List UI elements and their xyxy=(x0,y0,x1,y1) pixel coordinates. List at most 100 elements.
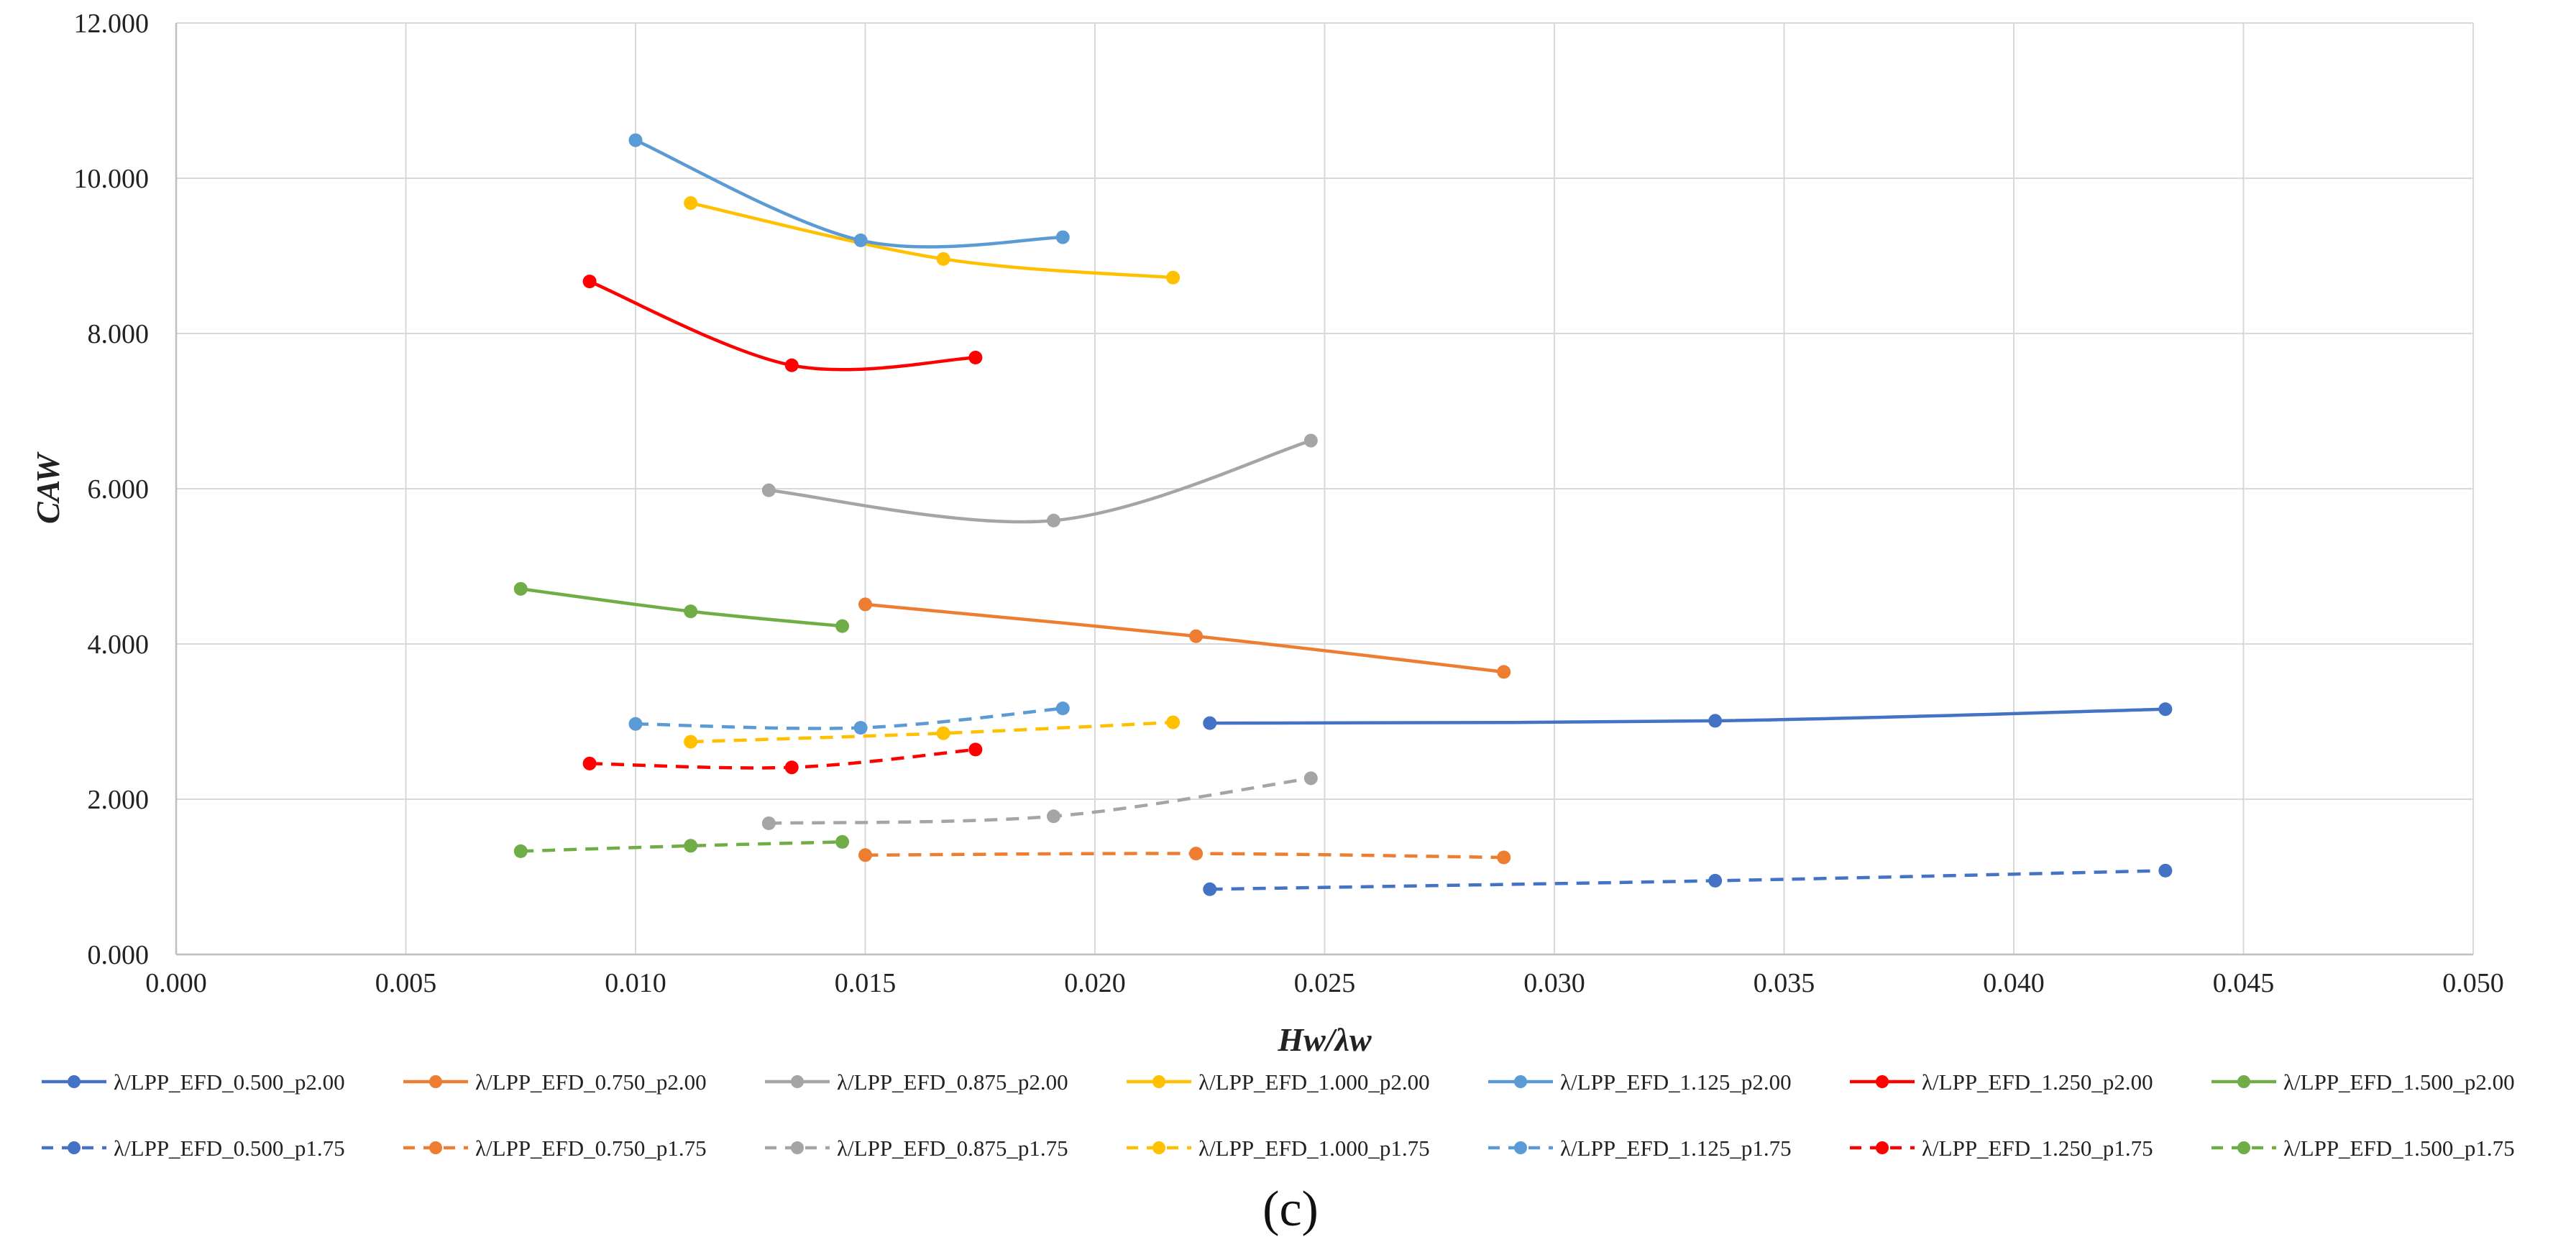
x-tick-label: 0.020 xyxy=(1064,968,1126,998)
legend-item: λ/LPP_EFD_1.125_p2.00 xyxy=(1488,1069,1792,1095)
legend-swatch-marker xyxy=(1152,1141,1165,1154)
series-line xyxy=(1209,869,2165,891)
data-point xyxy=(968,742,983,757)
x-tick-label: 0.035 xyxy=(1754,968,1815,998)
series-λ/LPP_EFD_0.750_p1.75 xyxy=(858,847,1511,865)
data-point xyxy=(853,721,868,735)
legend-label: λ/LPP_EFD_1.250_p2.00 xyxy=(1922,1069,2153,1095)
legend-label: λ/LPP_EFD_1.000_p1.75 xyxy=(1198,1136,1430,1161)
series-λ/LPP_EFD_1.125_p2.00 xyxy=(628,133,1070,249)
data-point xyxy=(684,839,698,853)
data-point xyxy=(513,844,528,858)
legend-label: λ/LPP_EFD_0.875_p2.00 xyxy=(837,1069,1068,1095)
data-point xyxy=(1166,715,1181,729)
tick-labels: 0.000 0.005 0.010 0.015 0.020 0.025 0.030 0.035… xyxy=(74,9,2504,998)
legend-label: λ/LPP_EFD_1.500_p1.75 xyxy=(2283,1136,2515,1161)
legend-label: λ/LPP_EFD_1.250_p1.75 xyxy=(1922,1136,2153,1161)
data-point xyxy=(784,358,799,372)
legend-item: λ/LPP_EFD_1.250_p1.75 xyxy=(1850,1136,2153,1161)
data-point xyxy=(1055,230,1070,244)
data-point xyxy=(1046,809,1060,824)
legend-item: λ/LPP_EFD_1.000_p2.00 xyxy=(1127,1069,1430,1095)
data-point xyxy=(684,735,698,749)
legend-swatch-marker xyxy=(1514,1141,1527,1154)
y-tick-label: 2.000 xyxy=(88,785,150,815)
data-point xyxy=(1189,847,1204,861)
data-point xyxy=(835,834,850,849)
x-tick-label: 0.025 xyxy=(1294,968,1356,998)
data-point xyxy=(936,252,950,266)
legend-label: λ/LPP_EFD_0.750_p1.75 xyxy=(475,1136,707,1161)
data-point xyxy=(2158,702,2173,717)
legend-swatch-marker xyxy=(2237,1075,2250,1088)
legend-swatch-marker xyxy=(791,1141,804,1154)
legend-swatch-marker xyxy=(429,1141,442,1154)
data-point xyxy=(936,726,950,740)
data-point xyxy=(1708,714,1723,728)
data-point xyxy=(1189,629,1204,643)
data-point xyxy=(1303,433,1318,448)
data-point xyxy=(582,756,597,770)
data-point xyxy=(2158,863,2173,878)
data-point xyxy=(835,619,850,633)
y-tick-label: 0.000 xyxy=(88,940,150,970)
series-λ/LPP_EFD_0.500_p1.75 xyxy=(1203,863,2173,896)
legend-item: λ/LPP_EFD_0.875_p1.75 xyxy=(765,1136,1068,1161)
legend-swatch-marker xyxy=(1876,1075,1889,1088)
data-point xyxy=(858,848,872,862)
legend-item: λ/LPP_EFD_0.750_p1.75 xyxy=(403,1136,707,1161)
figure-caption: (c) xyxy=(1262,1182,1319,1237)
legend: λ/LPP_EFD_0.500_p2.00 λ/LPP_EFD_0.750_p2.… xyxy=(42,1069,2515,1161)
data-point xyxy=(1203,882,1217,896)
data-point xyxy=(784,760,799,775)
data-point xyxy=(513,581,528,596)
data-point xyxy=(628,717,643,731)
x-tick-label: 0.000 xyxy=(145,968,207,998)
data-point xyxy=(582,275,597,289)
series-line xyxy=(865,852,1504,860)
x-axis-label: Hw/λw xyxy=(1277,1021,1372,1058)
legend-swatch-marker xyxy=(791,1075,804,1088)
series-line xyxy=(865,602,1504,674)
legend-swatch-marker xyxy=(2237,1141,2250,1154)
legend-item: λ/LPP_EFD_1.125_p1.75 xyxy=(1488,1136,1792,1161)
series-λ/LPP_EFD_0.875_p1.75 xyxy=(761,771,1318,830)
series-line xyxy=(520,587,843,628)
legend-item: λ/LPP_EFD_0.750_p2.00 xyxy=(403,1069,707,1095)
series-λ/LPP_EFD_1.000_p1.75 xyxy=(684,715,1181,749)
legend-swatch-marker xyxy=(1514,1075,1527,1088)
series-line xyxy=(1209,707,2165,725)
x-tick-label: 0.010 xyxy=(605,968,666,998)
legend-label: λ/LPP_EFD_0.750_p2.00 xyxy=(475,1069,707,1095)
legend-swatch-marker xyxy=(68,1141,81,1154)
x-tick-label: 0.040 xyxy=(1983,968,2045,998)
data-point xyxy=(1166,270,1181,285)
data-point xyxy=(1497,850,1511,865)
legend-item: λ/LPP_EFD_1.500_p2.00 xyxy=(2211,1069,2515,1095)
legend-label: λ/LPP_EFD_1.125_p1.75 xyxy=(1560,1136,1792,1161)
series-line xyxy=(590,747,976,770)
series-λ/LPP_EFD_0.750_p2.00 xyxy=(858,597,1511,679)
series-λ/LPP_EFD_1.250_p1.75 xyxy=(582,742,983,775)
legend-item: λ/LPP_EFD_1.250_p2.00 xyxy=(1850,1069,2153,1095)
legend-swatch-marker xyxy=(1152,1075,1165,1088)
series-line xyxy=(521,840,843,853)
data-point xyxy=(684,196,698,211)
x-tick-label: 0.045 xyxy=(2213,968,2275,998)
series-line xyxy=(635,706,1063,730)
legend-swatch-marker xyxy=(429,1075,442,1088)
data-point xyxy=(1708,873,1723,888)
series-λ/LPP_EFD_1.500_p1.75 xyxy=(513,834,850,858)
legend-label: λ/LPP_EFD_1.500_p2.00 xyxy=(2283,1069,2515,1095)
legend-label: λ/LPP_EFD_1.000_p2.00 xyxy=(1198,1069,1430,1095)
data-point xyxy=(628,133,643,147)
series-line xyxy=(690,720,1173,744)
series-λ/LPP_EFD_0.500_p2.00 xyxy=(1203,702,2173,730)
y-tick-label: 6.000 xyxy=(88,474,150,505)
data-point xyxy=(1203,716,1217,730)
legend-label: λ/LPP_EFD_0.500_p1.75 xyxy=(114,1136,345,1161)
legend-item: λ/LPP_EFD_0.875_p2.00 xyxy=(765,1069,1068,1095)
series-λ/LPP_EFD_1.125_p1.75 xyxy=(628,701,1070,735)
series-λ/LPP_EFD_1.000_p2.00 xyxy=(684,196,1181,285)
